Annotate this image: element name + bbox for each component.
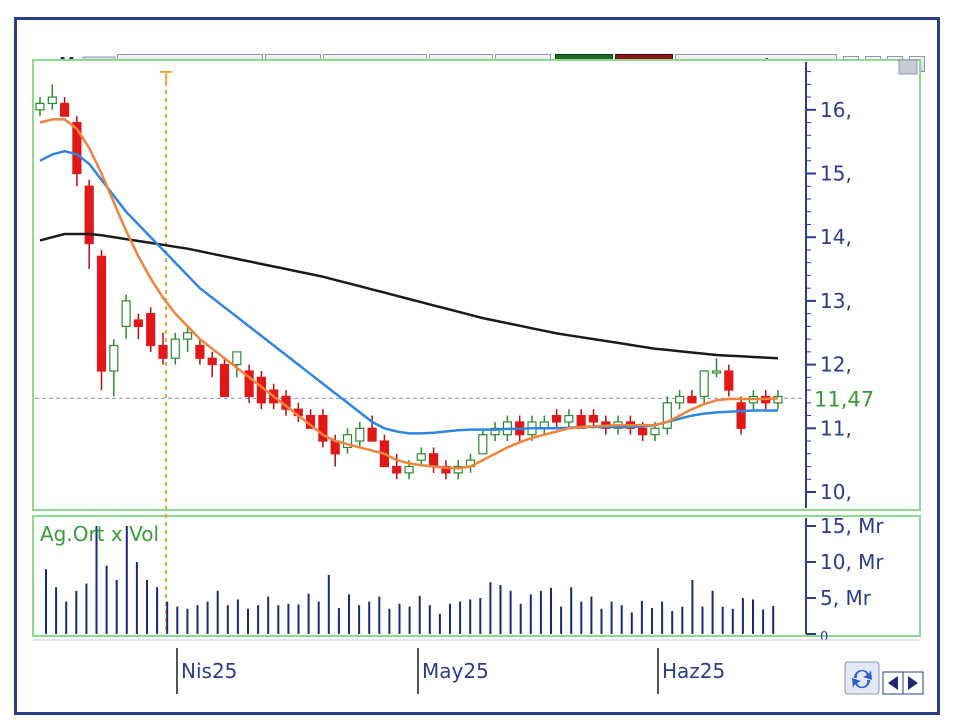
- candle-body: [96, 255, 107, 372]
- volume-tick-label: 0: [820, 630, 828, 645]
- candle-body: [355, 427, 365, 442]
- candle-body: [724, 370, 734, 391]
- candle-body: [207, 357, 217, 366]
- candle-body: [429, 453, 439, 468]
- candle-body: [650, 427, 660, 436]
- price-tick-label: 16,: [820, 98, 852, 122]
- candle-body: [158, 344, 168, 359]
- candle-body: [84, 185, 94, 245]
- candle-body: [146, 313, 156, 347]
- candle-body: [404, 465, 414, 474]
- candle-body: [551, 414, 562, 423]
- volume-tick-label: 5, Mr: [820, 586, 872, 610]
- candle-body: [121, 300, 131, 327]
- time-marker-label: T: [159, 67, 173, 91]
- refresh-button[interactable]: [844, 661, 880, 695]
- moving-average-short: [39, 118, 779, 470]
- price-tick-label: 10,: [820, 480, 852, 504]
- arrow-left-icon: [888, 676, 898, 690]
- price-tick-label: 15,: [820, 162, 852, 186]
- price-tick-label: 14,: [820, 225, 852, 249]
- price-panel: [32, 59, 921, 511]
- candle-body: [588, 414, 599, 423]
- candle-body: [416, 453, 426, 461]
- candle-body: [244, 370, 254, 398]
- candle-body: [318, 414, 328, 442]
- navigation-controls: [843, 660, 927, 704]
- candle-body: [564, 414, 574, 423]
- price-tick-label: 11,: [820, 416, 852, 440]
- candle-body: [478, 434, 488, 455]
- candle-body: [638, 427, 648, 436]
- volume-tick-label: 10, Mr: [820, 550, 884, 574]
- last-price-label: 11,47: [814, 387, 874, 411]
- volume-tick-label: 15, Mr: [820, 514, 884, 538]
- candle-body: [109, 344, 119, 372]
- candle-body: [232, 351, 242, 366]
- time-axis: [33, 640, 920, 708]
- time-tick-label: Haz25: [662, 659, 725, 683]
- candle-body: [490, 427, 500, 436]
- time-tick-label: Nis25: [181, 659, 237, 683]
- candle-body: [687, 395, 697, 404]
- candle-body: [195, 344, 205, 359]
- candle-body: [441, 465, 451, 474]
- candle-body: [170, 338, 180, 359]
- candle-body: [133, 319, 143, 327]
- candle-body: [736, 402, 746, 429]
- panel-menu-icon[interactable]: [898, 59, 918, 75]
- candle-body: [453, 465, 463, 474]
- candle-body: [711, 370, 722, 374]
- candle-body: [392, 465, 402, 474]
- volume-panel: [32, 515, 921, 637]
- refresh-icon: [852, 669, 872, 689]
- moving-average-long: [39, 232, 779, 360]
- candle-body: [367, 427, 377, 442]
- candle-body: [342, 434, 353, 449]
- time-tick-label: May25: [422, 659, 489, 683]
- candle-body: [59, 102, 70, 117]
- price-tick-label: 13,: [820, 289, 852, 313]
- candle-body: [47, 96, 57, 105]
- arrow-right-icon: [908, 676, 918, 690]
- candle-body: [662, 402, 672, 429]
- candle-body: [699, 370, 709, 398]
- candle-body: [35, 102, 45, 111]
- candle-body: [674, 395, 685, 404]
- candle-body: [576, 414, 586, 429]
- price-tick-label: 12,: [820, 353, 852, 377]
- candle-body: [219, 364, 230, 398]
- candle-body: [183, 332, 193, 340]
- candle-body: [72, 121, 82, 175]
- volume-panel-title: Ag.Ort x Vol: [40, 522, 159, 546]
